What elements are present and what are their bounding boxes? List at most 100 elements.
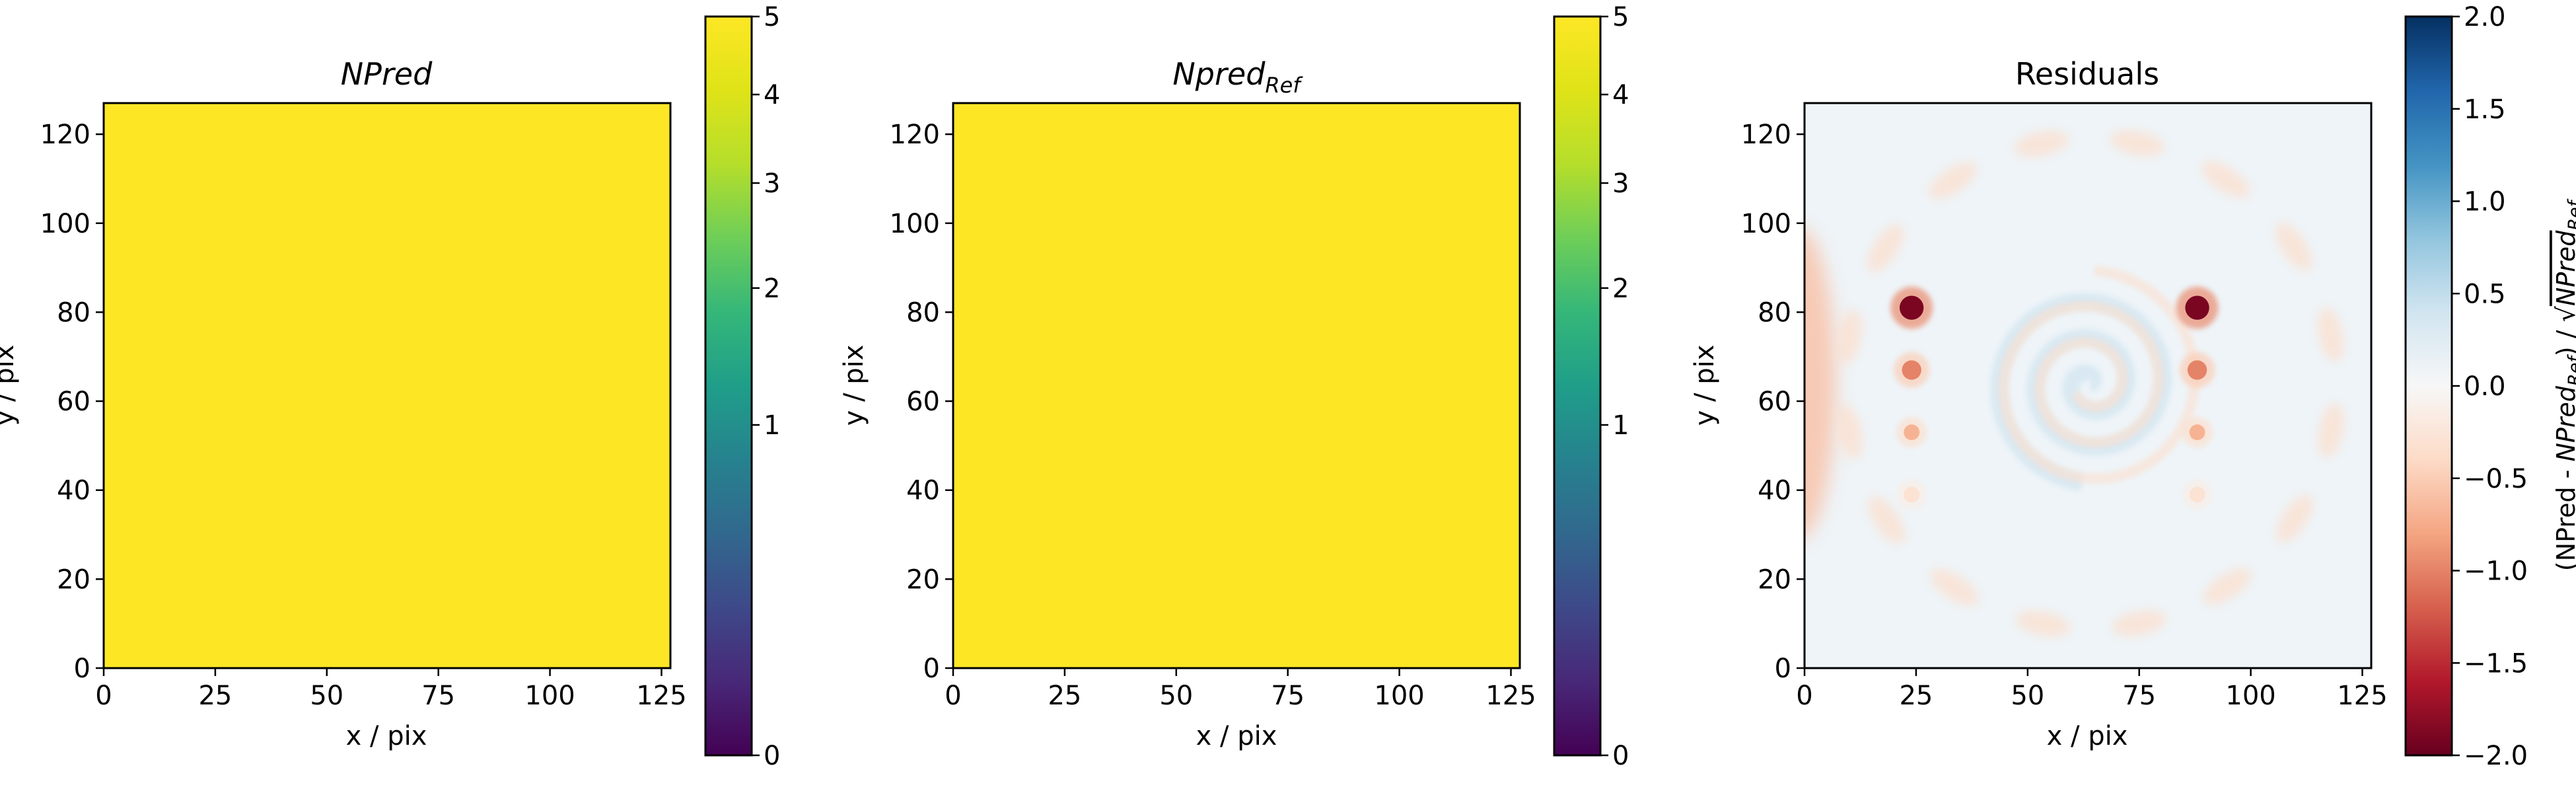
residual-point-source bbox=[1904, 424, 1920, 441]
x-tick-label: 25 bbox=[1048, 681, 1081, 711]
y-tick-label: 100 bbox=[40, 209, 90, 239]
x-tick-label: 75 bbox=[421, 681, 455, 711]
y-tick-label: 0 bbox=[1775, 654, 1791, 684]
colorbar-tick-label: −2.0 bbox=[2464, 741, 2528, 771]
residual-point-source bbox=[2189, 424, 2205, 441]
colorbar-tick-label: −1.5 bbox=[2464, 648, 2528, 679]
residual-point-source bbox=[1902, 360, 1921, 380]
colorbar-tick-label: 2 bbox=[1612, 274, 1629, 304]
residual-ring-arc bbox=[2275, 223, 2312, 271]
panel-residuals-frame bbox=[1803, 102, 2373, 669]
residual-ring-arc bbox=[1867, 224, 1904, 272]
x-tick-label: 25 bbox=[1899, 681, 1933, 711]
residuals-background bbox=[1805, 103, 2371, 668]
colorbar-tick-label: −1.0 bbox=[2464, 556, 2528, 587]
x-tick-label: 100 bbox=[524, 681, 575, 711]
colorbar-tick-label: −0.5 bbox=[2464, 464, 2528, 494]
y-tick-label: 80 bbox=[57, 297, 90, 328]
panel-npred-ref-frame bbox=[952, 102, 1521, 669]
residual-ring-arc bbox=[1836, 309, 1863, 364]
y-tick-label: 40 bbox=[906, 476, 940, 506]
y-tick-label: 100 bbox=[890, 209, 940, 239]
panel-npred-ref-image bbox=[953, 103, 1520, 668]
colorbar-tick-label: 1 bbox=[1612, 410, 1629, 441]
x-tick-label: 75 bbox=[2122, 681, 2156, 711]
panel-npred-colorbar-ticks: 0 1 2 3 4 5 bbox=[752, 2, 780, 771]
x-tick-label: 25 bbox=[198, 681, 232, 711]
residual-ring-arc bbox=[2110, 130, 2165, 157]
panel-residuals-xlabel: x / pix bbox=[2047, 721, 2128, 751]
panel-residuals-image bbox=[1805, 103, 2371, 668]
x-tick-label: 0 bbox=[945, 681, 961, 711]
residual-spiral-arm bbox=[1998, 265, 2200, 484]
residual-point-source bbox=[1899, 295, 1924, 320]
y-tick-label: 20 bbox=[906, 564, 940, 595]
colorbar-tick-label: 3 bbox=[764, 169, 780, 199]
colorbar-tick-label: 2.0 bbox=[2464, 2, 2506, 32]
y-tick-label: 120 bbox=[890, 120, 940, 150]
colorbar-tick-label: 4 bbox=[1612, 80, 1629, 110]
x-tick-label: 100 bbox=[2225, 681, 2275, 711]
y-tick-label: 0 bbox=[923, 654, 940, 684]
y-tick-label: 60 bbox=[1758, 387, 1791, 417]
y-tick-label: 60 bbox=[57, 387, 90, 417]
panel-npred-ref-ylabel: y / pix bbox=[839, 345, 869, 426]
x-tick-label: 0 bbox=[1796, 681, 1812, 711]
panel-npred-colorbar bbox=[704, 15, 753, 757]
panel-residuals-y-ticks: 0 20 40 60 80 100 120 bbox=[1741, 120, 1805, 684]
residual-ring-arc bbox=[1868, 496, 1905, 545]
panel-npred-image bbox=[104, 103, 670, 668]
panel-npred-ref-colorbar bbox=[1553, 15, 1602, 757]
x-tick-label: 75 bbox=[1271, 681, 1305, 711]
residual-edge-band bbox=[1805, 229, 1836, 537]
y-tick-label: 0 bbox=[74, 654, 90, 684]
residual-ring-arc bbox=[2318, 402, 2344, 458]
panel-npred-ref-title: NpredRef bbox=[1172, 56, 1303, 98]
panel-residuals-colorbar bbox=[2404, 15, 2453, 757]
x-tick-label: 50 bbox=[2011, 681, 2044, 711]
colorbar-tick-label: 1 bbox=[764, 410, 780, 441]
residual-ring-arc bbox=[2111, 610, 2166, 636]
x-tick-label: 50 bbox=[1159, 681, 1193, 711]
residual-ring-arc bbox=[1929, 162, 1978, 199]
x-tick-label: 0 bbox=[95, 681, 112, 711]
residual-ring-arc bbox=[2203, 568, 2252, 605]
residual-point-source bbox=[2185, 295, 2209, 320]
panel-npred-ref-x-ticks: 0 25 50 75 100 125 bbox=[945, 668, 1536, 711]
panel-residuals-colorbar-ticks: 2.0 1.5 1.0 0.5 0.0 −0.5 −1.0 −1.5 −2.0 bbox=[2452, 2, 2528, 771]
colorbar-tick-label: 0 bbox=[1612, 741, 1629, 771]
colorbar-tick-label: 5 bbox=[1612, 2, 1629, 32]
y-tick-label: 80 bbox=[1758, 297, 1791, 328]
panel-npred-ref-colorbar-ticks: 0 1 2 3 4 5 bbox=[1600, 2, 1629, 771]
residual-ring-arc bbox=[2201, 161, 2250, 198]
panel-npred-xlabel: x / pix bbox=[346, 721, 427, 751]
x-tick-label: 125 bbox=[2337, 681, 2387, 711]
colorbar-tick-label: 3 bbox=[1612, 169, 1629, 199]
residuals-features bbox=[1805, 130, 2344, 636]
colorbar-tick-label: 0.5 bbox=[2464, 279, 2506, 309]
panel-npred-x-ticks: 0 25 50 75 100 125 bbox=[95, 668, 687, 711]
panel-npred-y-ticks: 0 20 40 60 80 100 120 bbox=[40, 120, 104, 684]
x-tick-label: 100 bbox=[1374, 681, 1424, 711]
x-tick-label: 50 bbox=[310, 681, 343, 711]
y-tick-label: 20 bbox=[57, 564, 90, 595]
panel-npred-frame bbox=[102, 102, 672, 669]
residual-ring-arc bbox=[1836, 404, 1863, 460]
x-tick-label: 125 bbox=[636, 681, 686, 711]
panel-residuals-title: Residuals bbox=[2015, 56, 2159, 92]
residual-point-source bbox=[2187, 360, 2207, 380]
y-tick-label: 120 bbox=[40, 120, 90, 150]
residual-ring-arc bbox=[2015, 611, 2071, 636]
panel-npred-ref-title-sub: Ref bbox=[1265, 73, 1303, 98]
colorbar-tick-label: 2 bbox=[764, 274, 780, 304]
y-tick-label: 100 bbox=[1741, 209, 1791, 239]
residual-point-source bbox=[2189, 486, 2205, 503]
residual-ring-arc bbox=[2014, 130, 2069, 157]
panel-npred-title: NPred bbox=[341, 56, 433, 92]
y-tick-label: 120 bbox=[1741, 120, 1791, 150]
y-tick-label: 20 bbox=[1758, 564, 1791, 595]
residual-point-source bbox=[1904, 486, 1920, 503]
colorbar-tick-label: 0 bbox=[764, 741, 780, 771]
